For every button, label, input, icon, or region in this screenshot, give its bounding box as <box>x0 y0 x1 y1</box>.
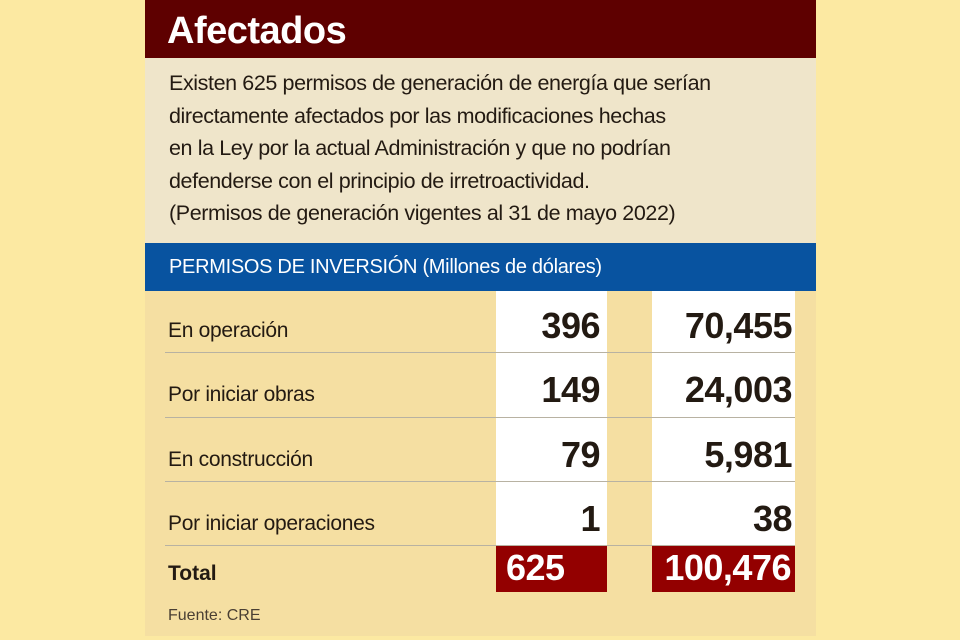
infographic-panel: Afectados Existen 625 permisos de genera… <box>145 0 816 636</box>
inversion-value: 70,455 <box>684 305 793 346</box>
header: Afectados <box>145 0 816 58</box>
intro-line: (Permisos de generación vigentes al 31 d… <box>169 201 676 225</box>
row-label: Por iniciar obras <box>168 383 315 406</box>
intro-line: defenderse con el principio de irretroac… <box>169 169 590 193</box>
row-separator <box>165 545 795 546</box>
permisos-column-bg <box>496 291 607 546</box>
inversion-value: 38 <box>752 498 793 539</box>
intro-line: Existen 625 permisos de generación de en… <box>169 71 711 95</box>
row-separator <box>165 481 795 482</box>
total-permisos-value: 625 <box>506 547 565 588</box>
row-label: En operación <box>168 319 289 342</box>
row-separator <box>165 352 795 353</box>
intro-block: Existen 625 permisos de generación de en… <box>145 58 816 243</box>
intro-line: en la Ley por la actual Administración y… <box>169 136 671 160</box>
table-title-bar: PERMISOS DE INVERSIÓN (Millones de dólar… <box>145 243 816 291</box>
permisos-value: 396 <box>541 305 600 346</box>
row-label: En construcción <box>168 448 313 471</box>
total-label: Total <box>168 562 217 585</box>
row-separator <box>165 417 795 418</box>
permisos-value: 79 <box>560 434 601 475</box>
header-title: Afectados <box>167 10 347 52</box>
row-label: Por iniciar operaciones <box>168 512 375 535</box>
intro-line: directamente afectados por las modificac… <box>169 104 666 128</box>
total-inversion-value: 100,476 <box>664 547 791 588</box>
permisos-value: 149 <box>541 369 600 410</box>
inversion-column-bg <box>652 291 795 546</box>
total-permisos-box: 625 <box>496 546 607 592</box>
total-inversion-box: 100,476 <box>652 546 795 592</box>
inversion-value: 5,981 <box>704 434 792 475</box>
permisos-value: 1 <box>580 498 600 539</box>
inversion-value: 24,003 <box>684 369 793 410</box>
source-note: Fuente: CRE <box>168 607 261 624</box>
table-title: PERMISOS DE INVERSIÓN (Millones de dólar… <box>169 256 602 278</box>
